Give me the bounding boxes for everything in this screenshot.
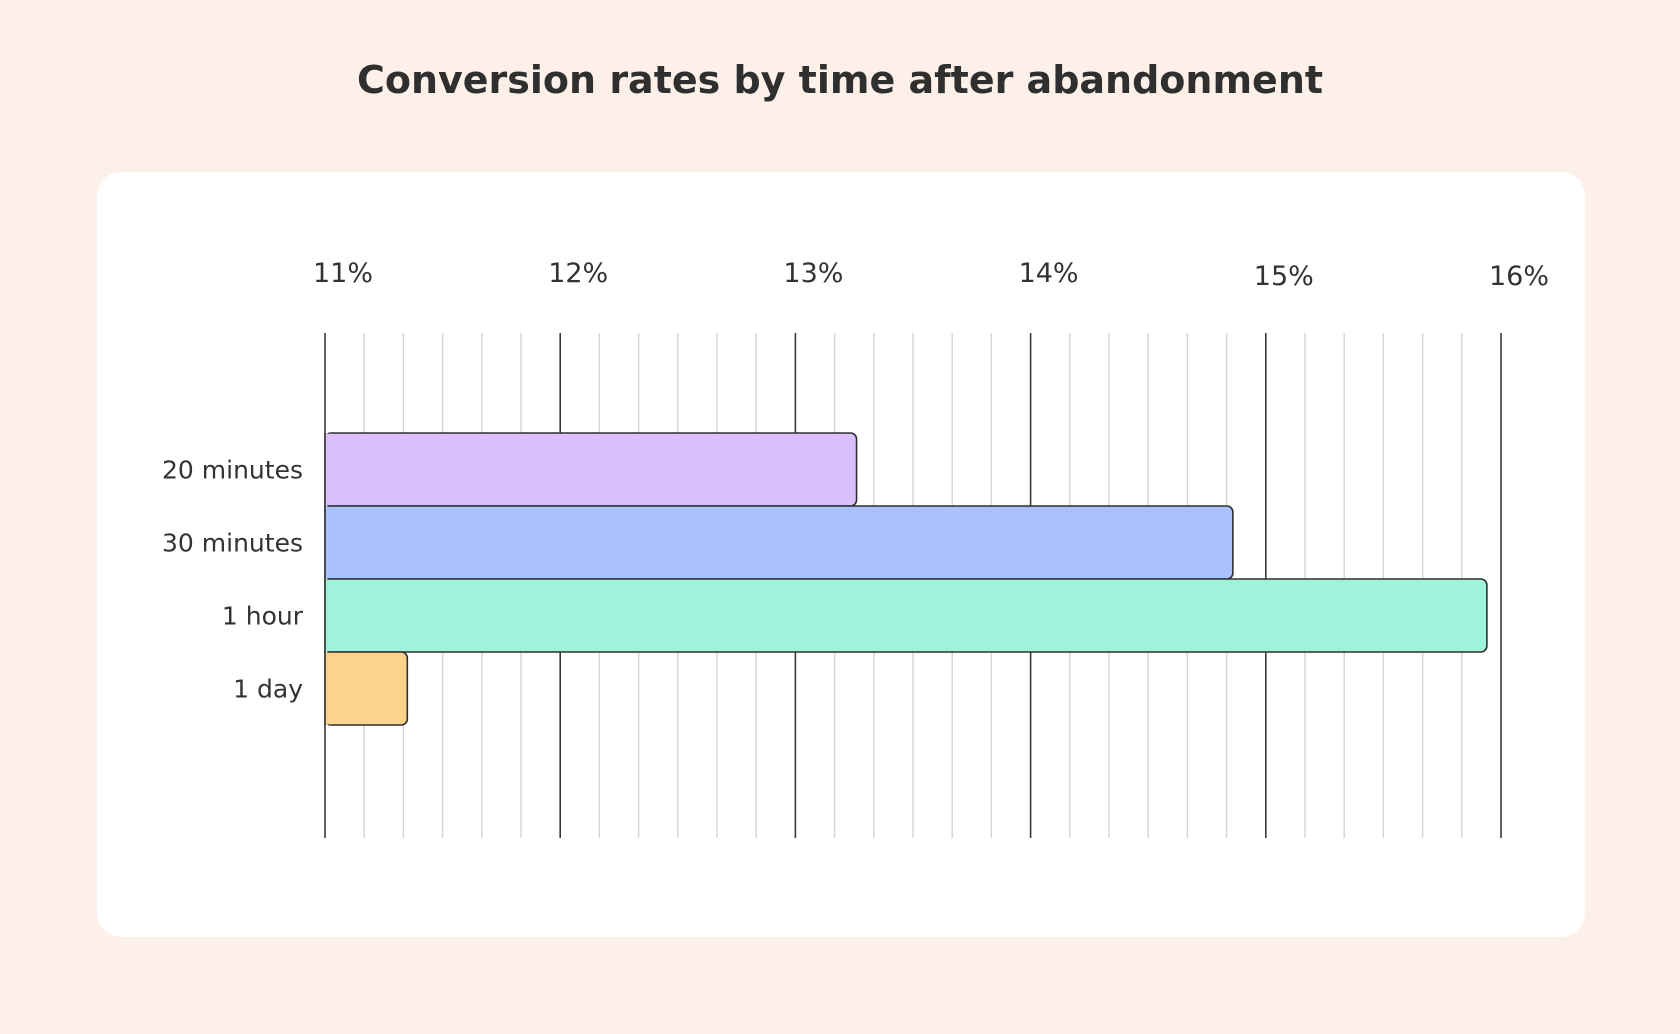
x-tick-label: 14%: [1019, 258, 1079, 289]
bar: [324, 432, 858, 507]
bar: [324, 651, 409, 726]
bar: [324, 578, 1488, 653]
chart-title: Conversion rates by time after abandonme…: [356, 58, 1324, 102]
x-axis-ticks: 11% 12% 13% 14% 15% 16%: [313, 258, 1549, 292]
category-label: 1 day: [233, 675, 303, 704]
bars: [324, 432, 1488, 726]
x-tick-label: 15%: [1254, 261, 1314, 292]
bar: [324, 505, 1234, 580]
category-label: 30 minutes: [162, 529, 303, 558]
x-tick-label: 16%: [1489, 261, 1549, 292]
category-label: 1 hour: [222, 602, 304, 631]
bar-left-edge: [324, 506, 332, 579]
x-tick-label: 13%: [783, 258, 843, 289]
category-label: 20 minutes: [162, 456, 303, 485]
x-tick-label: 12%: [548, 258, 608, 289]
bar-left-edge: [324, 433, 332, 506]
x-tick-label: 11%: [313, 258, 373, 289]
category-labels: 20 minutes 30 minutes 1 hour 1 day: [162, 456, 304, 704]
bar-left-edge: [324, 652, 332, 725]
bar-left-edge: [324, 579, 332, 652]
